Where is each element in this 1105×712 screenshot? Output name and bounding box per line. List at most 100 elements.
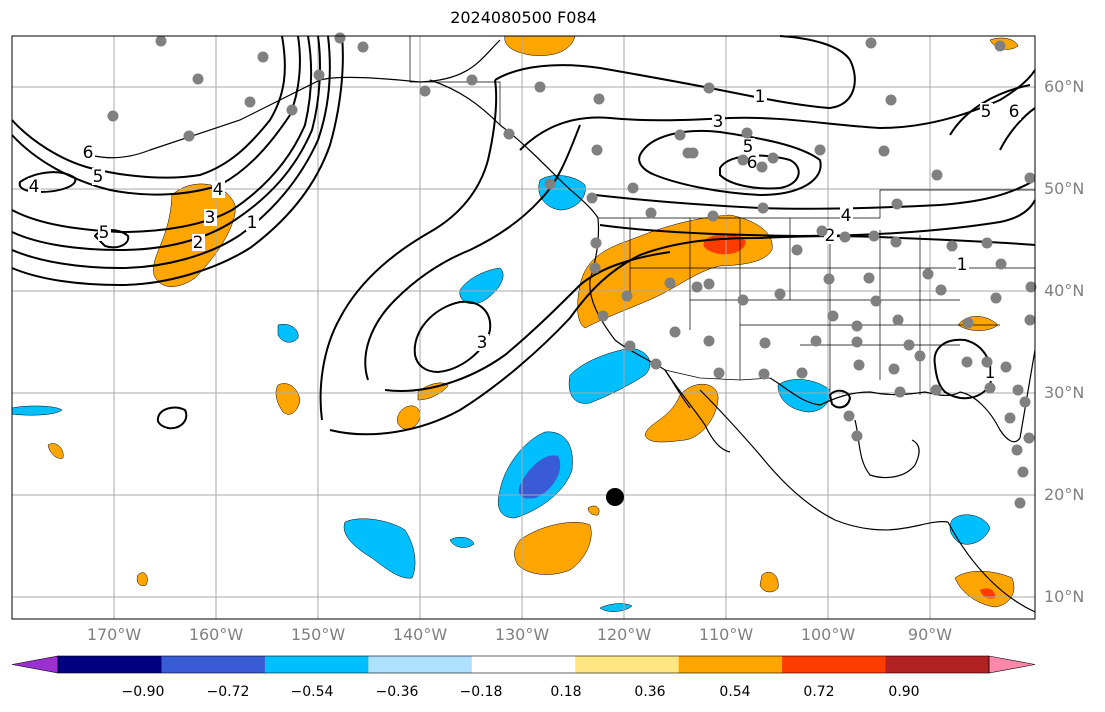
lon-label-110w: 110°W <box>698 625 754 644</box>
contour-label: 1 <box>247 213 258 233</box>
colorbar-tick-label: −0.90 <box>121 684 165 700</box>
station-dot <box>865 37 877 49</box>
lat-label-60n: 60°N <box>1044 77 1085 96</box>
contour-label: 3 <box>205 208 216 228</box>
lon-label-150w: 150°W <box>290 625 346 644</box>
station-dot <box>737 154 749 166</box>
colorbar-segment <box>678 656 783 673</box>
station-dot <box>466 74 478 86</box>
station-dot <box>758 368 770 380</box>
station-dot <box>593 93 605 105</box>
border-us-canada <box>598 189 1035 219</box>
station-dot <box>192 73 204 85</box>
coastline-baja <box>664 369 731 453</box>
station-dot <box>823 273 835 285</box>
station-dot <box>703 278 715 290</box>
anomaly-area-small5 <box>136 572 148 586</box>
border-alaska-canada <box>409 36 501 125</box>
contour-label-bg <box>980 103 993 120</box>
station-dot <box>961 356 973 368</box>
lon-label-170w: 170°W <box>86 625 142 644</box>
colorbar <box>11 655 1036 674</box>
station-dot <box>796 367 808 379</box>
station-dot <box>757 202 769 214</box>
colorbar-tick-label: −0.72 <box>206 684 250 700</box>
station-dot <box>814 144 826 156</box>
anomaly-area-neg-small1 <box>277 324 299 343</box>
station-dot <box>669 326 681 338</box>
contour-label-bg <box>712 113 725 130</box>
station-dot <box>851 320 863 332</box>
station-dot <box>591 144 603 156</box>
contour-label-bg <box>742 138 755 155</box>
station-dot <box>703 82 715 94</box>
colorbar-tick-label: 0.18 <box>550 684 582 700</box>
contour-north-1 <box>494 35 856 110</box>
station-dot <box>597 310 609 322</box>
anomaly-area-neg-small2 <box>11 405 63 416</box>
station-dot <box>851 336 863 348</box>
contour-label-bg <box>92 168 105 185</box>
station-dot <box>1023 432 1035 444</box>
station-dot <box>664 277 676 289</box>
contour-ne-6 <box>999 107 1036 151</box>
anomaly-area-central-am-core <box>980 588 996 599</box>
station-dot <box>930 384 942 396</box>
station-dot <box>791 244 803 256</box>
height-contours <box>11 35 1036 436</box>
station-dot <box>703 335 715 347</box>
station-dot <box>1011 444 1023 456</box>
station-dot <box>1025 281 1037 293</box>
station-dot <box>981 237 993 249</box>
station-dot <box>1024 314 1036 326</box>
contour-label: 1 <box>755 87 766 107</box>
station-dot <box>843 410 855 422</box>
station-dot <box>756 161 768 173</box>
anomaly-area-neg-gulf <box>777 379 831 413</box>
station-dot <box>691 281 703 293</box>
colorbar-segment <box>368 656 473 673</box>
lat-label-30n: 30°N <box>1044 383 1085 402</box>
contour-line-4 <box>11 35 321 252</box>
station-dot <box>946 240 958 252</box>
anomaly-area-neg-baja <box>568 347 651 404</box>
station-dot <box>244 96 256 108</box>
colorbar-tick-label: 0.36 <box>634 684 666 700</box>
anomaly-area-neg-central-am <box>949 514 991 545</box>
contour-subtropical-outer <box>319 79 498 421</box>
map-background <box>12 36 1035 619</box>
anomaly-area-small4 <box>47 443 64 459</box>
contour-label-bg <box>82 144 95 161</box>
colorbar-frame <box>57 655 990 674</box>
lon-label-130w: 130°W <box>494 625 550 644</box>
station-dots <box>107 32 1037 509</box>
station-dot <box>827 310 839 322</box>
colorbar-extend-low <box>11 655 59 674</box>
station-dot <box>888 363 900 375</box>
station-dot <box>627 182 639 194</box>
contour-label-bg <box>192 234 205 251</box>
lon-label-90w: 90°W <box>907 625 953 644</box>
colorbar-segment <box>471 656 576 673</box>
station-dot <box>155 35 167 47</box>
station-dot <box>624 340 636 352</box>
station-dot <box>990 292 1002 304</box>
contour-subtropical-3 <box>384 251 671 392</box>
station-dot <box>590 237 602 249</box>
station-dot <box>935 284 947 296</box>
contour-subtropical-inner <box>364 124 581 381</box>
lon-label-120w: 120°W <box>596 625 652 644</box>
contour-label: 3 <box>477 333 488 353</box>
station-dot <box>810 335 822 347</box>
station-dot <box>914 350 926 362</box>
anomaly-area-neg-small3 <box>449 536 475 548</box>
colorbar-segment <box>58 656 162 673</box>
contour-label: 5 <box>981 102 992 122</box>
anomaly-area-small6 <box>759 572 779 593</box>
station-dot <box>759 337 771 349</box>
station-dot <box>868 230 880 242</box>
contour-north-4 <box>594 179 1036 210</box>
station-dot <box>878 145 890 157</box>
contour-label-bg <box>1008 103 1021 120</box>
